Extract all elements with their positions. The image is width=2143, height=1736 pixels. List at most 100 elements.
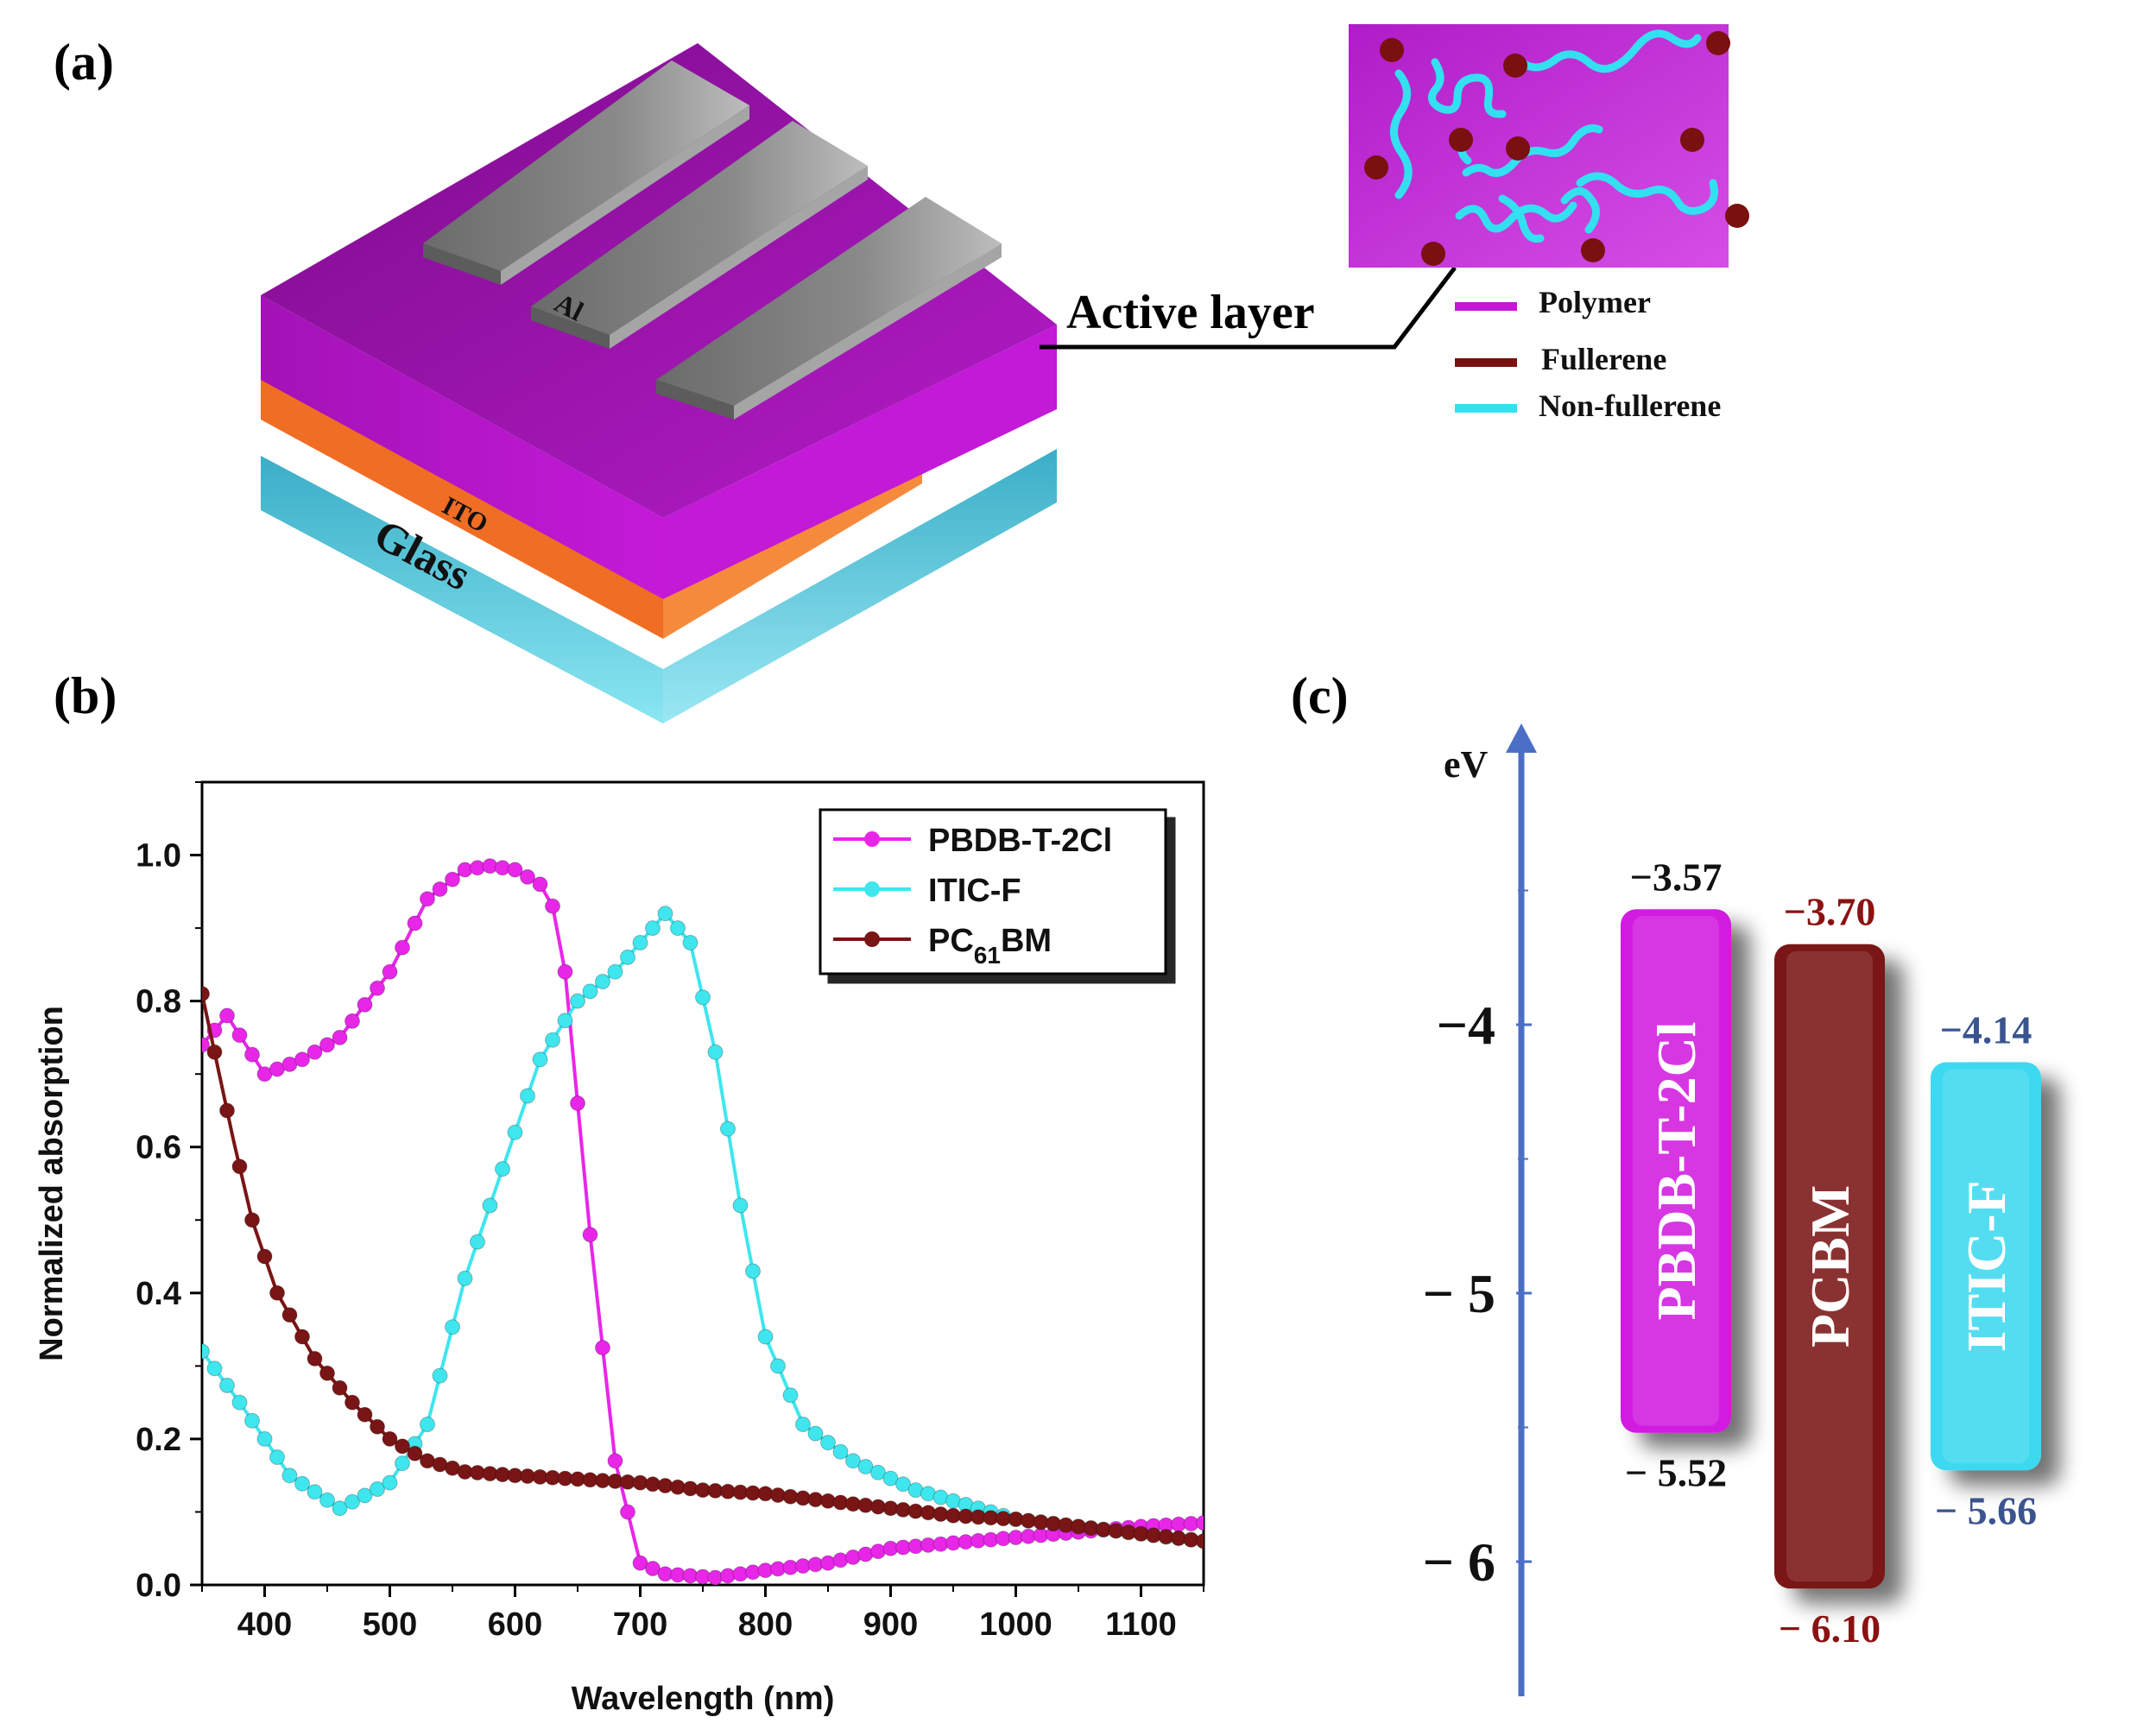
series-itic-marker — [807, 1425, 824, 1442]
energy-diagram: eV −4 − 5 − 6 PBDB-T-2Cl −3.57 − 5.52 PCBM −3.… — [1423, 723, 2041, 1696]
series-pcbm-marker — [219, 1102, 235, 1119]
series-itic — [202, 906, 1204, 1550]
energy-ticks: −4 − 5 − 6 — [1423, 889, 1532, 1593]
series-itic-marker — [507, 1124, 523, 1140]
series-itic-marker — [420, 1417, 435, 1432]
x-axis-title: Wavelength (nm) — [572, 1681, 835, 1717]
series-group — [202, 858, 1204, 1585]
legend-entry-pcbm: PC61BM — [833, 923, 1052, 969]
energy-bar-pbdb-rect — [1621, 909, 1731, 1433]
series-pcbm-marker — [407, 1445, 423, 1461]
series-itic-marker — [457, 1270, 473, 1286]
y-tick-label: 0.6 — [136, 1130, 181, 1166]
y-axis: 0.0 0.2 0.4 0.6 0.8 1.0 — [136, 781, 202, 1604]
series-itic-marker — [256, 1430, 273, 1447]
series-pbdb-marker — [345, 1013, 360, 1029]
series-itic-marker — [382, 1474, 398, 1491]
series-itic-marker — [520, 1088, 535, 1104]
series-pbdb-marker — [420, 891, 435, 907]
non-fullerene-chains — [1390, 29, 1718, 243]
series-itic-marker — [332, 1500, 348, 1517]
series-itic-marker — [206, 1360, 223, 1377]
series-itic-marker — [345, 1493, 360, 1510]
series-itic-marker — [231, 1394, 248, 1411]
energy-bar-pbdb-homo-label: − 5.52 — [1625, 1451, 1727, 1495]
series-itic-marker — [482, 1197, 498, 1214]
legend-fullerene-label: Fullerene — [1541, 342, 1666, 376]
y-axis-title: Normalized absorption — [34, 1006, 70, 1361]
energy-bar-itic-homo-label: − 5.66 — [1935, 1488, 2037, 1532]
series-pcbm-marker — [395, 1438, 410, 1455]
legend-fullerene: Fullerene — [1455, 342, 1666, 376]
series-pbdb-marker — [307, 1044, 323, 1060]
legend-polymer: Polymer — [1455, 285, 1651, 319]
pcbm-label-main: PC — [928, 923, 974, 959]
energy-bar-pcbm-name: PCBM — [1799, 1185, 1861, 1348]
series-pbdb-marker — [607, 1453, 623, 1469]
series-pbdb-marker — [332, 1029, 348, 1045]
energy-bar-pbdb-name: PBDB-T-2Cl — [1646, 1021, 1707, 1320]
series-itic-marker — [682, 935, 699, 950]
series-itic-marker — [845, 1453, 861, 1469]
x-tick-label: 1000 — [979, 1607, 1053, 1643]
series-pcbm-marker — [345, 1394, 360, 1411]
panel-a-label: (a) — [54, 34, 114, 91]
series-pbdb-marker — [202, 1037, 210, 1053]
series-itic-marker — [445, 1319, 460, 1335]
legend-polymer-swatch — [1455, 302, 1517, 311]
series-itic-marker — [732, 1197, 749, 1214]
series-itic-marker — [757, 1329, 774, 1345]
morphology-inset — [1349, 24, 1749, 268]
legend-non-fullerene: Non-fullerene — [1455, 388, 1721, 423]
series-pbdb-marker — [231, 1027, 248, 1044]
x-tick-label: 800 — [738, 1607, 793, 1643]
y-tick-label: 0.2 — [136, 1422, 181, 1458]
series-pbdb-marker — [382, 963, 398, 980]
series-itic-marker — [620, 949, 635, 965]
al-electrode-3 — [656, 197, 1002, 420]
glass-right-face — [663, 449, 1057, 723]
series-pbdb-marker — [1196, 1515, 1204, 1531]
legend-label-pbdb: PBDB-T-2Cl — [928, 823, 1112, 859]
x-tick-label: 900 — [863, 1607, 918, 1643]
energy-bar-pcbm-homo-label: − 6.10 — [1779, 1607, 1881, 1651]
series-itic-marker — [545, 1032, 560, 1048]
panel-b: (b) 400 500 600 700 800 900 1000 1100 0.0 0.2 0.4… — [34, 667, 1205, 1717]
energy-bar-pcbm-highlight — [1786, 950, 1873, 1582]
energy-bar-pcbm-lumo-label: −3.70 — [1784, 890, 1876, 934]
series-itic-marker — [882, 1470, 899, 1487]
series-itic-marker — [307, 1484, 323, 1500]
x-tick-label: 700 — [613, 1607, 667, 1643]
series-itic-marker — [357, 1487, 373, 1504]
series-itic-marker — [720, 1121, 736, 1137]
y-tick-label: 1.0 — [136, 838, 181, 874]
legend-label-itic: ITIC-F — [928, 873, 1021, 909]
series-itic-marker — [870, 1464, 886, 1480]
series-pbdb-marker — [570, 1095, 585, 1111]
y-tick-label: 0.8 — [136, 984, 181, 1020]
ito-front-face — [261, 376, 663, 639]
legend-marker-pbdb — [864, 831, 880, 847]
series-pbdb-marker — [545, 898, 560, 914]
series-pcbm-marker — [206, 1044, 223, 1060]
series-itic-marker — [795, 1417, 811, 1432]
panel-b-label: (b) — [54, 667, 117, 724]
y-tick-label: 0.0 — [136, 1568, 181, 1604]
series-pbdb-marker — [357, 996, 373, 1013]
series-pbdb-marker — [632, 1555, 648, 1571]
series-itic-marker — [607, 963, 623, 980]
legend-entry-pbdb: PBDB-T-2Cl — [833, 823, 1112, 859]
series-pcbm — [202, 986, 1204, 1550]
series-pbdb-marker — [395, 939, 410, 956]
legend-non-fullerene-swatch — [1455, 404, 1517, 413]
x-axis: 400 500 600 700 800 900 1000 1100 — [201, 1585, 1204, 1643]
series-pbdb-marker — [582, 1227, 598, 1243]
series-itic-marker — [557, 1013, 573, 1029]
y-tick-label: 0.4 — [136, 1276, 181, 1312]
series-itic-marker — [244, 1412, 260, 1429]
energy-axis-unit: eV — [1444, 743, 1489, 786]
fullerene-dots — [1364, 31, 1749, 266]
series-pcbm-marker — [382, 1430, 398, 1447]
series-itic-marker — [782, 1387, 799, 1404]
